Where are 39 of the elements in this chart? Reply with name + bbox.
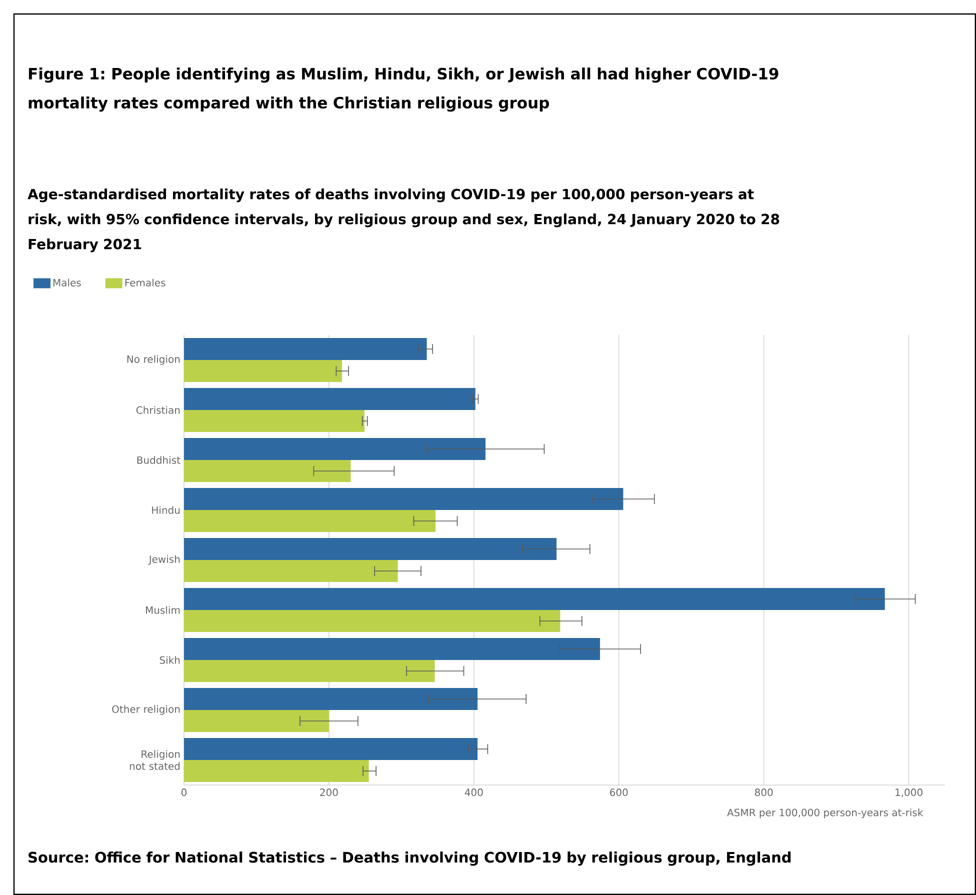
bar xyxy=(184,638,600,660)
y-tick-label: Jewish xyxy=(148,555,180,565)
y-tick-label: Other religion xyxy=(112,705,180,715)
bar xyxy=(184,338,427,360)
bar xyxy=(184,438,486,460)
x-tick-label: 1,000 xyxy=(896,788,922,798)
x-tick-label: 800 xyxy=(754,788,773,796)
x-tick-label: 600 xyxy=(610,788,628,796)
x-tick-label: 200 xyxy=(320,788,338,796)
legend-label: Males xyxy=(53,278,81,286)
bar xyxy=(184,360,342,382)
bar xyxy=(184,510,436,532)
source-note: Source: Office for National Statistics – Deaths involving COVID-19 by religious group, England xyxy=(28,852,791,866)
y-tick-label: Sikh xyxy=(160,656,180,664)
bar xyxy=(184,588,885,610)
bar xyxy=(184,460,351,482)
bar xyxy=(184,610,560,632)
y-tick-label: Muslim xyxy=(146,606,180,614)
x-tick-label: 0 xyxy=(181,788,187,796)
bar xyxy=(184,410,364,432)
chart-title: Figure 1: People identifying as Muslim, Hindu, Sikh, or Jewish all had higher COVID-19 mortality rates compared with the Christian religious group xyxy=(28,68,778,112)
y-tick-label: Religion not stated xyxy=(130,750,180,770)
x-axis-title: ASMR per 100,000 person-years at-risk xyxy=(727,808,924,818)
bar xyxy=(184,660,435,682)
bar xyxy=(184,560,398,582)
legend-label: Females xyxy=(125,278,166,286)
y-tick-label: No religion xyxy=(127,355,180,365)
x-tick-label: 400 xyxy=(464,788,483,796)
bar xyxy=(184,538,557,560)
bar xyxy=(184,688,478,710)
bar xyxy=(184,760,369,782)
y-tick-label: Hindu xyxy=(152,506,180,514)
bar xyxy=(184,710,329,732)
bar xyxy=(184,488,624,510)
chart-subtitle: Age-standardised mortality rates of deaths involving COVID-19 per 100,000 person-years at risk, with 95% confidence intervals, by religious group and sex, England, 24 January 2020 to 28 February 2021 xyxy=(28,188,780,252)
y-tick-label: Christian xyxy=(136,406,180,414)
bar xyxy=(184,738,478,760)
bar xyxy=(184,388,476,410)
y-tick-label: Buddhist xyxy=(137,456,180,464)
